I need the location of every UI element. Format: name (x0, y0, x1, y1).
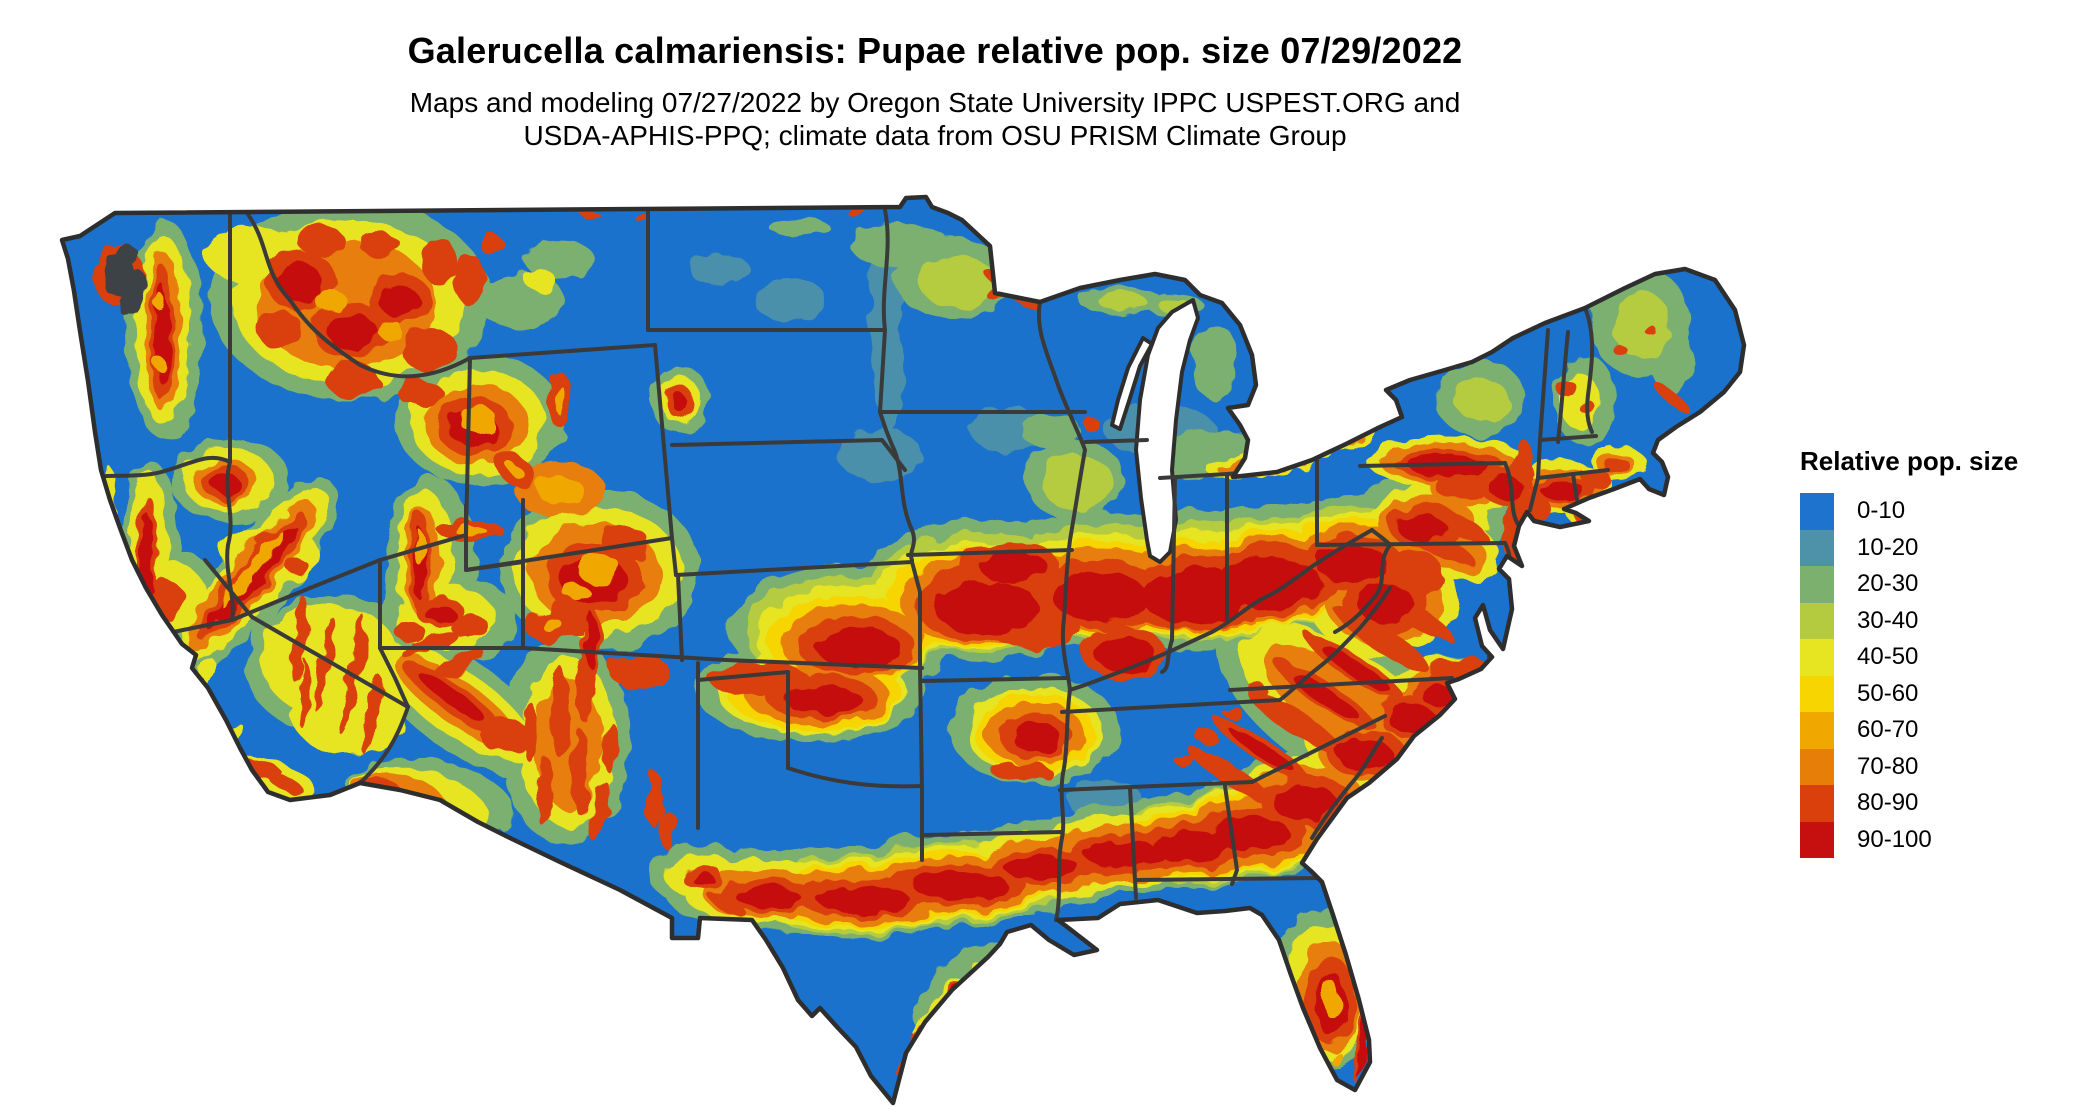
legend-swatch (1800, 566, 1834, 603)
subtitle-line-2: USDA-APHIS-PPQ; climate data from OSU PR… (523, 120, 1347, 151)
legend-label: 70-80 (1857, 752, 1919, 780)
legend-item: 0-10 (1800, 493, 2090, 530)
legend-swatch (1800, 602, 1834, 639)
legend-swatch (1800, 529, 1834, 566)
legend-item: 20-30 (1800, 566, 2090, 603)
legend-title: Relative pop. size (1800, 446, 2019, 476)
legend-label: 20-30 (1857, 570, 1919, 598)
legend-swatch (1800, 785, 1834, 822)
subtitle-line-1: Maps and modeling 07/27/2022 by Oregon S… (409, 87, 1461, 118)
green-bay (1110, 336, 1154, 431)
legend-label: 60-70 (1857, 716, 1919, 744)
legend-swatch (1800, 821, 1834, 858)
legend-item: 40-50 (1800, 639, 2090, 676)
legend-label: 80-90 (1857, 789, 1919, 817)
legend-swatch (1800, 639, 1834, 676)
legend-item: 80-90 (1800, 785, 2090, 822)
state-borders (71, 208, 1610, 922)
legend-swatch (1800, 493, 1834, 530)
great-lakes (1110, 298, 1200, 564)
page-subtitle: Maps and modeling 07/27/2022 by Oregon S… (0, 86, 1870, 152)
legend-item: 70-80 (1800, 748, 2090, 785)
page-title: Galerucella calmariensis: Pupae relative… (407, 30, 1463, 71)
legend-label: 40-50 (1857, 643, 1919, 671)
legend-item: 90-100 (1800, 821, 2090, 858)
legend-swatch (1800, 675, 1834, 712)
legend-label: 10-20 (1857, 533, 1919, 561)
legend-label: 30-40 (1857, 606, 1919, 634)
legend-label: 50-60 (1857, 679, 1919, 707)
legend-items: 0-10 10-20 20-30 30-40 40-50 50-60 60-70 70-80 8… (1800, 493, 2090, 858)
legend-item: 50-60 (1800, 675, 2090, 712)
legend-item: 10-20 (1800, 529, 2090, 566)
legend-swatch (1800, 748, 1834, 785)
legend-item: 60-70 (1800, 712, 2090, 749)
legend-label: 0-10 (1857, 497, 1906, 525)
legend-label: 90-100 (1857, 825, 1932, 853)
titles: Galerucella calmariensis: Pupae relative… (0, 0, 1870, 152)
legend-swatch (1800, 712, 1834, 749)
legend: Relative pop. size 0-10 10-20 20-30 30-40 40… (1800, 446, 2090, 858)
legend-item: 30-40 (1800, 602, 2090, 639)
